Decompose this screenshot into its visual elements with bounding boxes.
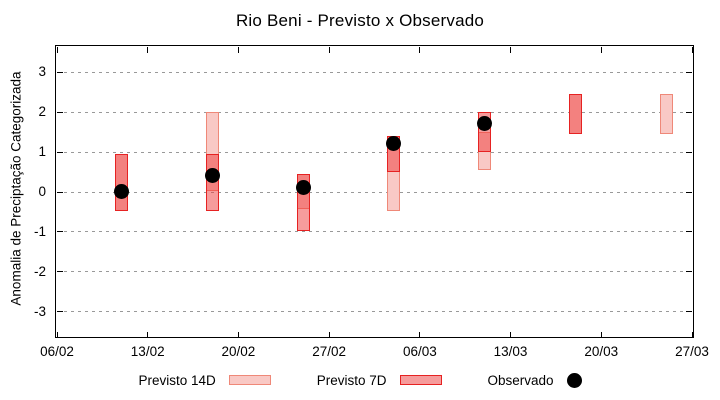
- x-tick-label: 27/03: [675, 344, 709, 359]
- y-tick-label: -2: [33, 263, 46, 279]
- x-tick-mark: [56, 46, 58, 53]
- x-tick-mark: [328, 331, 330, 338]
- y-tick-mark: [686, 71, 692, 73]
- x-tick-mark: [691, 46, 693, 53]
- observed-point: [477, 116, 493, 132]
- observed-point: [205, 168, 220, 184]
- gridline: [57, 151, 690, 153]
- legend-label: Observado: [487, 372, 554, 388]
- gridline: [57, 311, 690, 313]
- gridline: [57, 231, 690, 233]
- legend: Previsto 14D Previsto 7D Observado: [0, 366, 720, 394]
- chart-title: Rio Beni - Previsto x Observado: [235, 11, 485, 30]
- y-tick-mark: [56, 191, 63, 193]
- x-tick-mark: [147, 331, 149, 338]
- y-tick-mark: [686, 311, 692, 313]
- x-tick-mark: [56, 331, 58, 338]
- x-tick-mark: [510, 46, 512, 53]
- x-tick-mark: [328, 46, 330, 53]
- x-tick-mark: [419, 331, 421, 338]
- y-tick-mark: [56, 111, 63, 113]
- gridline: [57, 191, 690, 193]
- observed-point: [386, 136, 402, 152]
- legend-label: Previsto 14D: [138, 372, 216, 388]
- x-tick-mark: [600, 46, 602, 53]
- x-tick-mark: [237, 331, 239, 338]
- y-tick-label: -3: [33, 303, 46, 319]
- x-tick-mark: [237, 46, 239, 53]
- y-tick-label: 3: [38, 64, 46, 80]
- y-tick-mark: [686, 191, 692, 193]
- y-tick-mark: [56, 151, 63, 153]
- y-tick-label: 1: [38, 144, 46, 160]
- legend-item: Previsto 14D: [138, 372, 271, 388]
- y-tick-label: 2: [38, 104, 46, 120]
- x-tick-label: 20/02: [221, 344, 256, 359]
- forecast-bar-7d: [115, 153, 129, 212]
- x-tick-mark: [147, 46, 149, 53]
- gridline: [57, 71, 690, 73]
- x-tick-mark: [600, 331, 602, 338]
- y-tick-label: 0: [38, 184, 46, 199]
- observed-point: [114, 184, 130, 199]
- x-tick-mark: [419, 46, 421, 53]
- legend-item: Observado: [487, 372, 582, 388]
- legend-item: Previsto 7D: [317, 373, 442, 388]
- x-tick-label: 13/03: [493, 344, 528, 359]
- y-tick-mark: [686, 151, 692, 153]
- observed-point: [295, 180, 311, 195]
- x-tick-label: 13/02: [130, 344, 165, 359]
- y-tick-mark: [56, 311, 63, 313]
- legend-swatch-7d: [399, 375, 442, 385]
- y-tick-label: -1: [33, 223, 46, 239]
- y-tick-mark: [686, 231, 692, 233]
- forecast-bar-7d: [568, 93, 582, 134]
- forecast-bar-14d: [659, 93, 673, 134]
- y-tick-mark: [56, 71, 63, 73]
- x-tick-mark: [691, 331, 693, 338]
- x-tick-label: 06/03: [402, 344, 437, 359]
- legend-label: Previsto 7D: [316, 372, 387, 388]
- legend-swatch-observed: [566, 372, 582, 388]
- x-tick-mark: [510, 331, 512, 338]
- gridline: [57, 271, 690, 273]
- x-tick-label: 20/03: [584, 344, 619, 359]
- y-tick-mark: [686, 271, 692, 273]
- x-tick-label: 06/02: [40, 344, 74, 359]
- x-tick-label: 27/02: [312, 344, 347, 359]
- gridline: [57, 111, 690, 113]
- legend-swatch-14d: [228, 375, 271, 385]
- y-tick-mark: [686, 111, 692, 113]
- y-tick-mark: [56, 271, 63, 273]
- y-tick-mark: [56, 231, 63, 233]
